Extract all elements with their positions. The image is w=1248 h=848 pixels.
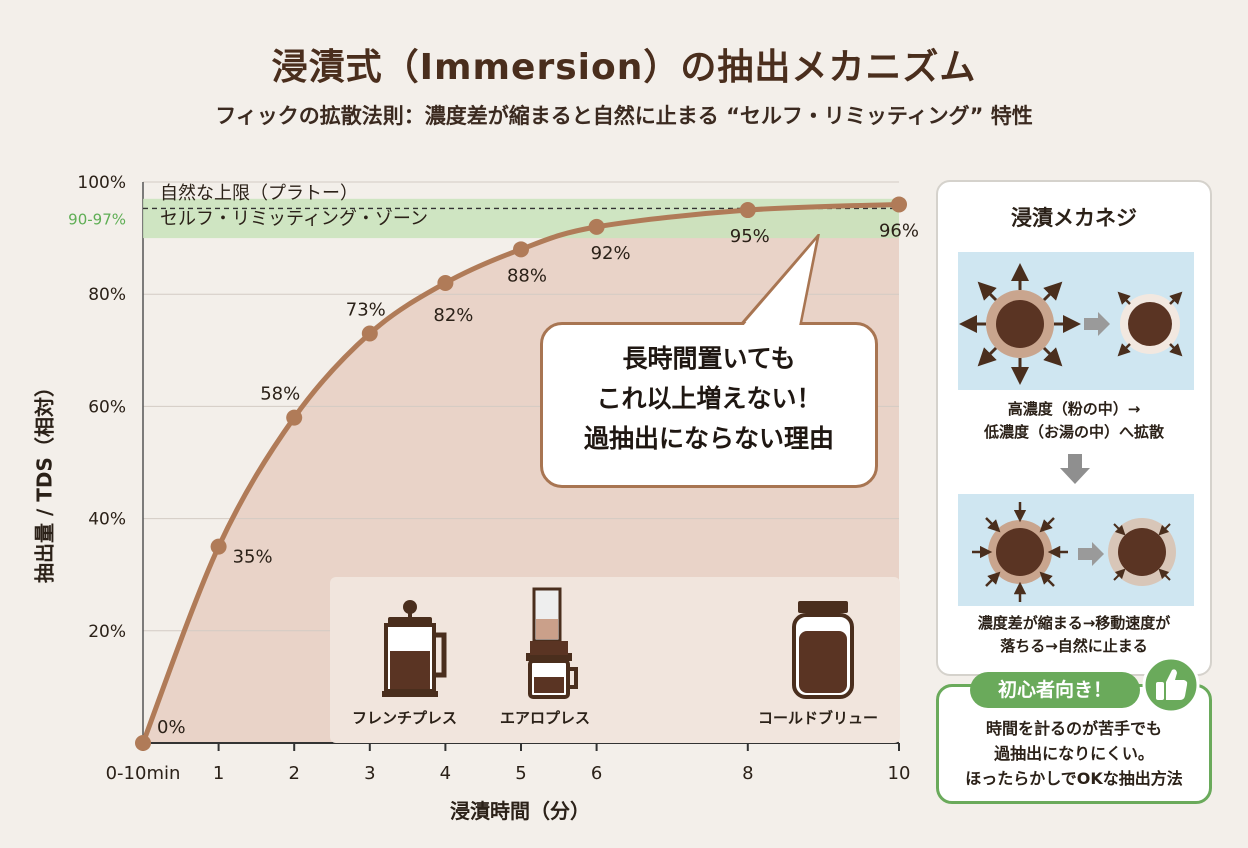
x-tick-label: 8: [742, 763, 753, 784]
x-tick-label: 10: [888, 763, 911, 784]
data-point: [437, 274, 454, 291]
data-point: [891, 196, 907, 213]
data-point: [588, 218, 605, 235]
y-tick-label: 20%: [88, 622, 126, 642]
data-label: 35%: [233, 547, 273, 568]
y-tick-label: 40%: [88, 510, 126, 530]
diffusion-weak-icon: [972, 502, 1176, 602]
data-label: 58%: [260, 384, 300, 405]
data-point: [513, 241, 529, 258]
low-diffusion-illustration: [958, 494, 1194, 606]
french-press-icon: [382, 600, 447, 697]
x-tick-label: 6: [591, 763, 602, 784]
data-point: [361, 325, 378, 342]
device-label-aeropress: エアロプレス: [500, 709, 591, 727]
callout-bubble: 長時間置いても これ以上増えない！ 過抽出にならない理由: [540, 322, 878, 488]
y-tick-label: 80%: [88, 285, 126, 305]
data-label: 96%: [879, 220, 919, 241]
callout-line-1: 長時間置いても: [622, 344, 796, 373]
plateau-label: 自然な上限（プラトー）: [160, 183, 358, 204]
cold-brew-jar-icon: [792, 601, 854, 699]
page-subtitle: フィックの拡散法則：濃度差が縮まると自然に止まる “セルフ・リミッティング” 特…: [215, 104, 1033, 128]
beginner-text: 時間を計るのが苦手でも 過抽出になりにくい。 ほったらかしでOKな抽出方法: [965, 719, 1183, 788]
y-tick-label: 60%: [88, 397, 126, 417]
diffusion-strong-icon: [959, 263, 1183, 385]
data-label: 88%: [507, 265, 547, 286]
down-arrow-icon: [1060, 454, 1090, 484]
mechanism-text-2: 濃度差が縮まる→移動速度が 落ちる→自然に止まる: [977, 614, 1171, 655]
mechanism-panel: 浸漬メカネジ: [936, 180, 1212, 676]
data-label: 95%: [730, 226, 770, 247]
data-point: [286, 409, 303, 426]
callout-line-2: これ以上増えない！: [596, 384, 822, 413]
y-tick-label: 100%: [77, 173, 126, 193]
x-tick-label: 3: [364, 763, 375, 784]
thumbs-up-icon: [1142, 656, 1200, 714]
y-axis-label: 抽出量 / TDS（相対）: [33, 377, 57, 583]
aeropress-icon: [526, 587, 578, 699]
data-point: [135, 735, 151, 751]
self-limiting-zone: [143, 198, 899, 239]
mechanism-text-1: 高濃度（粉の中）→ 低濃度（お湯の中）へ拡散: [983, 400, 1164, 441]
zone-range-label: 90-97%: [68, 210, 126, 228]
x-tick-label: 1: [213, 763, 224, 784]
data-label: 0%: [157, 717, 186, 738]
data-point: [739, 202, 756, 219]
high-diffusion-illustration: [958, 252, 1194, 390]
data-label: 92%: [591, 243, 631, 264]
x-tick-label: 4: [440, 763, 451, 784]
data-point: [210, 538, 227, 555]
x-tick-label: 5: [515, 763, 526, 784]
beginner-badge: 初心者向き！: [970, 672, 1140, 708]
callout-tail-cover: [743, 240, 816, 326]
brew-devices-panel: フレンチプレス エアロプレス コールドブリュー: [330, 577, 900, 743]
device-label-cold-brew: コールドブリュー: [758, 709, 879, 727]
zone-label: セルフ・リミッティング・ゾーン: [160, 208, 428, 229]
callout-line-3: 過抽出にならない理由: [583, 424, 834, 453]
data-label: 82%: [433, 305, 473, 326]
x-tick-label: 0-10min: [106, 763, 181, 784]
mechanism-title: 浸漬メカネジ: [1011, 206, 1137, 230]
data-label: 73%: [346, 299, 386, 320]
y-axis-label-wrap: 抽出量 / TDS（相対）: [33, 377, 57, 583]
device-label-french-press: フレンチプレス: [352, 709, 458, 727]
x-axis-label: 浸漬時間（分）: [450, 799, 590, 823]
brew-devices-illustration: [382, 587, 854, 699]
page-title: 浸漬式（Immersion）の抽出メカニズム: [271, 47, 977, 88]
x-tick-label: 2: [288, 763, 299, 784]
